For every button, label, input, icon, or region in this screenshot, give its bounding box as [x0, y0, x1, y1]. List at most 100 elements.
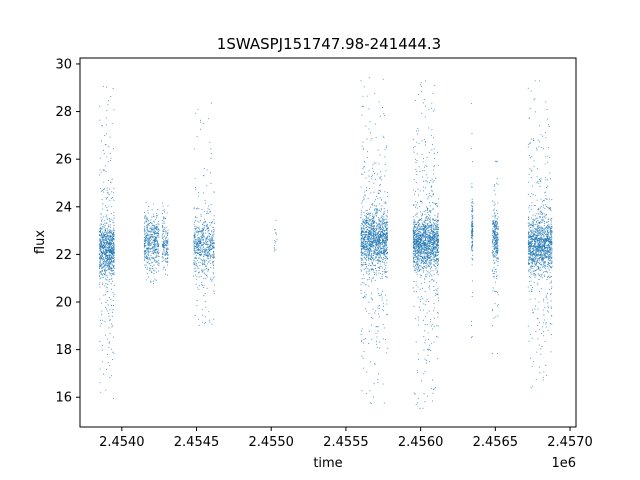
data-point	[162, 216, 165, 218]
data-point	[103, 252, 105, 254]
data-point	[417, 260, 419, 263]
data-point	[201, 314, 204, 316]
data-point	[427, 348, 429, 350]
data-point	[426, 255, 428, 258]
data-point	[428, 241, 431, 243]
data-point	[144, 237, 147, 239]
data-point	[110, 241, 112, 244]
data-point	[428, 217, 430, 219]
data-point	[360, 173, 362, 175]
data-point	[102, 149, 104, 152]
data-point	[99, 247, 101, 249]
data-point	[425, 251, 427, 254]
data-point	[382, 258, 385, 260]
data-point	[107, 291, 109, 293]
data-point	[412, 228, 415, 231]
data-point	[413, 261, 415, 263]
data-point	[424, 116, 426, 118]
data-point	[111, 267, 113, 269]
data-point	[100, 254, 103, 256]
data-point	[367, 223, 369, 225]
data-point	[418, 232, 420, 234]
data-point	[431, 245, 433, 247]
data-point	[112, 219, 114, 221]
data-point	[377, 262, 379, 264]
data-point	[209, 221, 211, 223]
data-point	[380, 242, 382, 244]
data-point	[375, 199, 377, 201]
data-point	[107, 235, 109, 237]
data-point	[413, 250, 415, 252]
data-point	[102, 247, 104, 249]
data-point	[99, 382, 101, 384]
data-point	[104, 220, 106, 222]
data-point	[167, 248, 169, 250]
data-point	[430, 205, 432, 207]
data-point	[362, 342, 364, 344]
data-point	[199, 241, 201, 243]
data-point	[111, 206, 113, 208]
data-point	[204, 316, 206, 318]
chart-title: 1SWASPJ151747.98-241444.3	[217, 35, 441, 53]
data-point	[380, 293, 382, 295]
data-point	[145, 279, 147, 281]
data-point	[145, 264, 147, 266]
data-point	[197, 227, 199, 229]
data-point	[102, 258, 104, 260]
data-point	[385, 218, 387, 220]
data-point	[104, 259, 106, 261]
data-point	[110, 273, 112, 275]
data-point	[418, 234, 420, 236]
data-point	[430, 266, 432, 269]
data-point	[198, 228, 201, 230]
data-point	[383, 247, 385, 249]
data-point	[416, 369, 418, 371]
data-point	[417, 233, 419, 235]
data-point	[204, 248, 206, 250]
data-point	[416, 153, 418, 155]
data-point	[434, 225, 436, 227]
data-point	[425, 219, 427, 221]
data-point	[111, 241, 113, 243]
data-point	[360, 214, 362, 216]
data-point	[369, 237, 371, 239]
data-point	[105, 133, 107, 135]
data-point	[374, 231, 376, 233]
data-point	[421, 246, 423, 249]
data-point	[364, 251, 366, 253]
data-point	[102, 189, 104, 191]
data-point	[378, 308, 380, 310]
data-point	[194, 250, 196, 252]
data-point	[207, 258, 209, 260]
data-point	[414, 224, 416, 226]
data-point	[193, 248, 195, 250]
data-point	[198, 252, 200, 254]
data-point	[430, 349, 432, 351]
data-point	[209, 259, 211, 261]
data-point	[202, 263, 204, 265]
data-point	[426, 177, 428, 179]
data-point	[420, 253, 422, 255]
data-point	[166, 243, 168, 245]
data-point	[105, 243, 108, 245]
data-point	[428, 349, 430, 351]
data-point	[197, 247, 199, 249]
data-point	[108, 241, 110, 244]
data-point	[153, 227, 155, 229]
data-point	[199, 251, 201, 253]
data-point	[371, 250, 373, 252]
data-point	[99, 244, 101, 246]
data-point	[147, 260, 149, 262]
data-point	[437, 312, 439, 314]
data-point	[368, 276, 370, 278]
data-point	[163, 248, 165, 250]
data-point	[413, 264, 415, 266]
data-point	[417, 316, 419, 318]
data-point	[420, 246, 422, 248]
data-point	[144, 240, 146, 243]
data-point	[164, 242, 166, 244]
data-point	[194, 242, 196, 244]
data-point	[198, 267, 200, 269]
data-point	[105, 262, 107, 264]
data-point	[437, 325, 439, 327]
